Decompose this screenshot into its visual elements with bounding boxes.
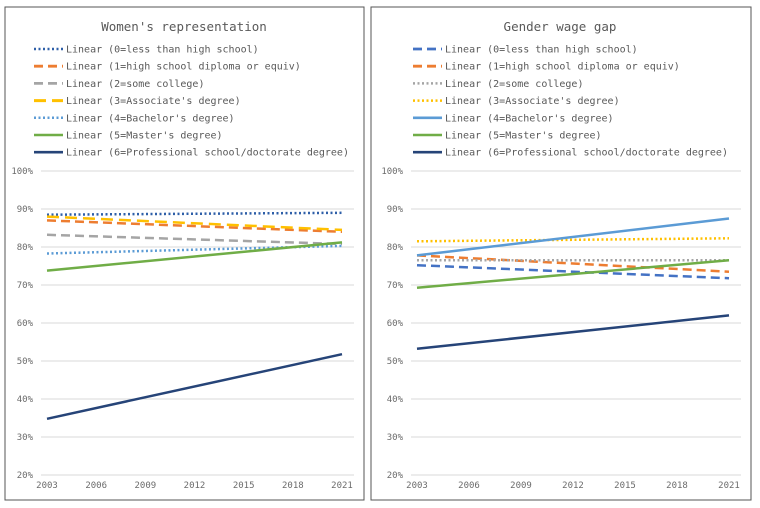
y-tick-label: 30% bbox=[387, 433, 404, 443]
series-line-4 bbox=[416, 217, 730, 257]
y-tick-label: 70% bbox=[387, 281, 404, 291]
legend-label: Linear (0=less than high school) bbox=[66, 45, 259, 56]
series-line-5 bbox=[46, 241, 343, 272]
legend-label: Linear (1=high school diploma or equiv) bbox=[66, 62, 301, 73]
y-tick-label: 80% bbox=[387, 243, 404, 253]
chart-title: Women's representation bbox=[101, 19, 267, 34]
legend-label: Linear (4=Bachelor's degree) bbox=[66, 113, 235, 124]
x-tick-label: 2012 bbox=[184, 481, 206, 491]
legend-label: Linear (6=Professional school/doctorate … bbox=[445, 148, 728, 159]
y-tick-label: 20% bbox=[17, 471, 34, 481]
y-tick-label: 90% bbox=[387, 205, 404, 215]
series-line-1 bbox=[416, 254, 730, 273]
x-tick-label: 2003 bbox=[406, 481, 428, 491]
legend-label: Linear (5=Master's degree) bbox=[445, 131, 602, 142]
x-tick-label: 2003 bbox=[36, 481, 58, 491]
panel-left: Women's representation 100% 90% 80% 70% 60% 50… bbox=[4, 6, 365, 501]
series-line-5 bbox=[416, 259, 730, 289]
x-tick-label: 2006 bbox=[85, 481, 107, 491]
x-tick-label: 2018 bbox=[282, 481, 304, 491]
x-tick-label: 2015 bbox=[614, 481, 636, 491]
legend-label: Linear (6=Professional school/doctorate … bbox=[66, 148, 349, 159]
legend-label: Linear (4=Bachelor's degree) bbox=[445, 113, 614, 124]
y-tick-label: 50% bbox=[17, 357, 34, 367]
series-line-1 bbox=[46, 219, 343, 234]
legend-label: Linear (1=high school diploma or equiv) bbox=[445, 62, 680, 73]
x-tick-label: 2018 bbox=[666, 481, 688, 491]
legend-label: Linear (2=some college) bbox=[66, 79, 204, 90]
y-tick-label: 50% bbox=[387, 357, 404, 367]
y-tick-label: 40% bbox=[387, 395, 404, 405]
panel-right: Gender wage gap 100% 90% 80% 70% 60% 50% 40% 30%… bbox=[370, 6, 752, 501]
x-tick-label: 2009 bbox=[510, 481, 532, 491]
x-tick-label: 2021 bbox=[718, 481, 740, 491]
x-tick-label: 2009 bbox=[134, 481, 156, 491]
y-tick-label: 60% bbox=[17, 319, 34, 329]
y-tick-label: 80% bbox=[17, 243, 34, 253]
x-tick-label: 2006 bbox=[458, 481, 480, 491]
series-line-3 bbox=[46, 215, 343, 232]
series-line-0 bbox=[416, 263, 730, 280]
chart-title: Gender wage gap bbox=[504, 19, 617, 34]
y-tick-label: 30% bbox=[17, 433, 34, 443]
y-tick-label: 70% bbox=[17, 281, 34, 291]
x-tick-label: 2021 bbox=[331, 481, 353, 491]
x-tick-label: 2015 bbox=[233, 481, 255, 491]
panel-left-frame bbox=[4, 6, 365, 501]
legend-label: Linear (0=less than high school) bbox=[445, 45, 638, 56]
series-line-6 bbox=[46, 352, 343, 421]
y-tick-label: 40% bbox=[17, 395, 34, 405]
y-tick-label: 100% bbox=[11, 167, 33, 177]
series-line-6 bbox=[416, 314, 730, 351]
x-tick-label: 2012 bbox=[562, 481, 584, 491]
y-tick-label: 100% bbox=[381, 167, 403, 177]
legend-label: Linear (2=some college) bbox=[445, 79, 583, 90]
y-tick-label: 90% bbox=[17, 205, 34, 215]
legend-label: Linear (3=Associate's degree) bbox=[66, 96, 241, 107]
y-tick-label: 60% bbox=[387, 319, 404, 329]
y-tick-label: 20% bbox=[387, 471, 404, 481]
legend-label: Linear (3=Associate's degree) bbox=[445, 96, 620, 107]
legend-label: Linear (5=Master's degree) bbox=[66, 131, 223, 142]
series-line-2 bbox=[46, 233, 343, 246]
